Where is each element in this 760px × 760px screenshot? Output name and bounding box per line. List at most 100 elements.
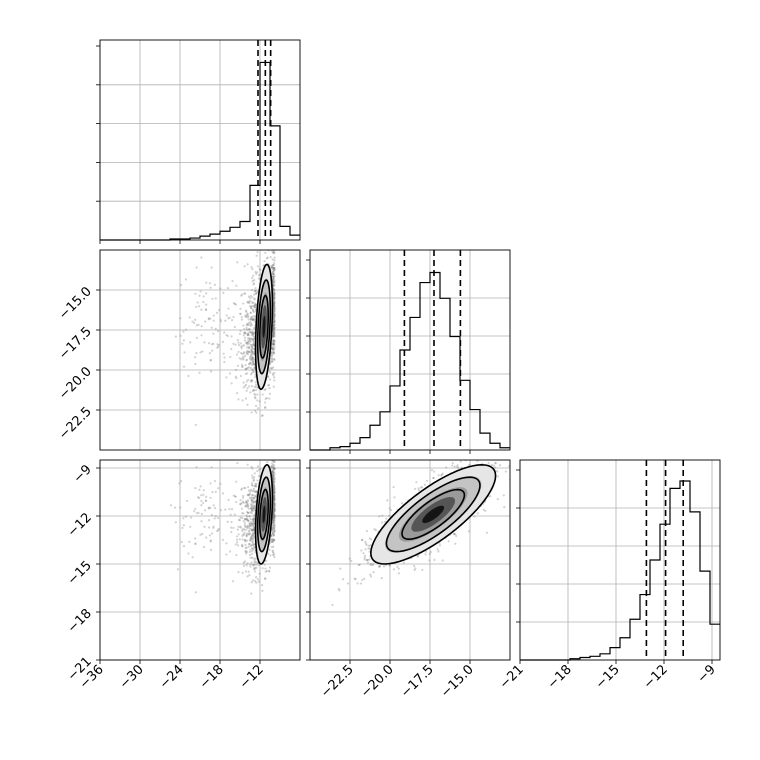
scatter-point (231, 279, 234, 283)
scatter-point (264, 388, 267, 391)
scatter-point (272, 343, 275, 346)
scatter-point (457, 466, 460, 470)
scatter-point (253, 516, 256, 519)
scatter-point (271, 532, 274, 535)
scatter-point (484, 509, 487, 512)
scatter-point (272, 327, 275, 330)
scatter-point (502, 452, 504, 454)
y-tick-label: −9 (71, 462, 95, 486)
scatter-point (250, 535, 253, 538)
scatter-point (273, 296, 276, 299)
scatter-point (257, 273, 261, 277)
scatter-point (235, 376, 238, 380)
scatter-point (256, 407, 259, 410)
scatter-point (269, 360, 272, 364)
scatter-point (251, 352, 254, 355)
scatter-point (272, 485, 276, 489)
scatter-point (272, 288, 276, 291)
scatter-point (249, 318, 252, 321)
scatter-point (238, 332, 242, 336)
scatter-point (214, 514, 217, 518)
scatter-point (235, 353, 239, 356)
scatter-point (251, 556, 254, 559)
scatter-point (250, 592, 253, 595)
scatter-point (246, 519, 250, 522)
scatter-point (267, 243, 269, 245)
scatter-point (272, 244, 274, 246)
scatter-point (273, 323, 276, 327)
scatter-point (272, 266, 276, 270)
scatter-point (271, 518, 274, 522)
scatter-point (256, 386, 259, 389)
scatter-point (273, 460, 276, 463)
scatter-point (252, 282, 256, 285)
scatter-point (247, 507, 250, 510)
scatter-point (271, 550, 274, 553)
scatter-point (273, 496, 276, 499)
scatter-point (241, 500, 245, 503)
scatter-point (378, 515, 381, 518)
scatter-point (272, 496, 276, 499)
scatter-point (252, 310, 256, 313)
scatter-point (219, 287, 222, 290)
scatter-point (207, 318, 210, 321)
scatter-point (207, 342, 211, 345)
scatter-point (397, 567, 400, 570)
scatter-point (209, 358, 212, 361)
scatter-point (188, 540, 191, 543)
scatter-point (273, 268, 276, 271)
scatter-point (217, 343, 220, 347)
scatter-point (272, 525, 275, 528)
density-cell (262, 505, 266, 524)
scatter-point (428, 552, 431, 556)
scatter-point (272, 275, 275, 278)
scatter-point (210, 266, 213, 269)
scatter-point (194, 318, 197, 321)
scatter-point (252, 347, 255, 350)
scatter-point (252, 497, 255, 500)
histogram-bin (690, 512, 700, 660)
scatter-point (254, 383, 258, 386)
scatter-point (254, 506, 257, 509)
scatter-point (243, 351, 246, 354)
scatter-point (251, 529, 255, 532)
scatter-point (243, 336, 247, 339)
scatter-point (272, 531, 276, 534)
scatter-point (271, 454, 273, 456)
scatter-point (252, 283, 255, 286)
scatter-point (234, 343, 237, 346)
scatter-point (269, 554, 272, 557)
scatter-point (201, 350, 204, 353)
scatter-point (225, 376, 228, 379)
scatter-point (232, 526, 235, 530)
scatter-point (272, 250, 275, 253)
scatter-point (366, 559, 370, 562)
scatter-point (272, 318, 276, 321)
histogram-bin (240, 221, 250, 240)
scatter-point (488, 457, 490, 459)
scatter-point (363, 558, 366, 561)
contour-line (254, 263, 274, 390)
scatter-point (254, 303, 257, 306)
scatter-point (214, 327, 217, 330)
scatter-point (268, 387, 271, 390)
scatter-point (263, 563, 266, 566)
scatter-point (273, 480, 276, 483)
scatter-point (424, 550, 428, 553)
scatter-point (272, 321, 275, 324)
scatter-point (272, 520, 275, 523)
scatter-point (182, 517, 185, 520)
scatter-point (272, 527, 276, 530)
scatter-point (272, 342, 275, 345)
scatter-point (246, 502, 249, 506)
scatter-point (249, 563, 252, 566)
scatter-point (248, 385, 251, 388)
scatter-point (253, 278, 256, 282)
scatter-point (257, 474, 261, 478)
scatter-point (414, 567, 417, 570)
scatter-point (254, 304, 257, 307)
scatter-point (246, 301, 249, 304)
scatter-point (235, 538, 239, 541)
scatter-point (186, 499, 189, 503)
scatter-point (461, 453, 463, 455)
